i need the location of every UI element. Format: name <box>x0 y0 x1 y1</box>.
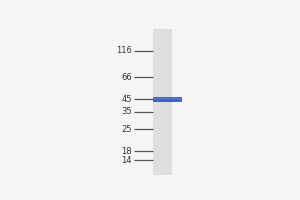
Bar <box>153 98 181 99</box>
Text: 35: 35 <box>121 107 132 116</box>
Bar <box>153 29 172 175</box>
Text: 66: 66 <box>121 73 132 82</box>
Text: 18: 18 <box>121 147 132 156</box>
Text: 45: 45 <box>121 95 132 104</box>
Bar <box>153 97 182 102</box>
Text: 14: 14 <box>121 156 132 165</box>
Text: 116: 116 <box>116 46 132 55</box>
Text: 25: 25 <box>121 125 132 134</box>
